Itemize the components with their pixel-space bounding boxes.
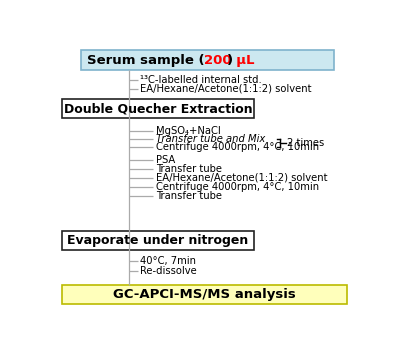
Text: ): ) — [227, 53, 233, 67]
FancyBboxPatch shape — [81, 50, 334, 70]
Text: Evaporate under nitrogen: Evaporate under nitrogen — [67, 234, 249, 247]
FancyBboxPatch shape — [62, 284, 347, 304]
Text: Transfer tube: Transfer tube — [156, 191, 222, 201]
Text: Transfer tube and Mix: Transfer tube and Mix — [156, 134, 265, 144]
Text: Double Quecher Extraction: Double Quecher Extraction — [64, 102, 253, 115]
Text: GC-APCI-MS/MS analysis: GC-APCI-MS/MS analysis — [113, 288, 296, 301]
FancyBboxPatch shape — [62, 99, 254, 118]
Text: 2 times: 2 times — [287, 138, 325, 148]
Text: MgSO₄+NaCl: MgSO₄+NaCl — [156, 126, 221, 136]
Text: Centrifuge 4000rpm, 4°C, 10min: Centrifuge 4000rpm, 4°C, 10min — [156, 182, 319, 192]
Text: ¹³C-labelled internal std.: ¹³C-labelled internal std. — [140, 75, 262, 85]
Text: 40°C, 7min: 40°C, 7min — [140, 256, 196, 266]
Text: Centrifuge 4000rpm, 4°C, 10min: Centrifuge 4000rpm, 4°C, 10min — [156, 142, 319, 152]
Text: Re-dissolve: Re-dissolve — [140, 266, 197, 276]
Text: Transfer tube: Transfer tube — [156, 164, 222, 174]
Text: PSA: PSA — [156, 155, 175, 165]
Text: Serum sample (: Serum sample ( — [87, 53, 204, 67]
Text: EA/Hexane/Acetone(1:1:2) solvent: EA/Hexane/Acetone(1:1:2) solvent — [156, 173, 328, 183]
FancyBboxPatch shape — [62, 231, 254, 250]
Text: EA/Hexane/Acetone(1:1:2) solvent: EA/Hexane/Acetone(1:1:2) solvent — [140, 84, 312, 94]
Text: 200 μL: 200 μL — [204, 53, 255, 67]
